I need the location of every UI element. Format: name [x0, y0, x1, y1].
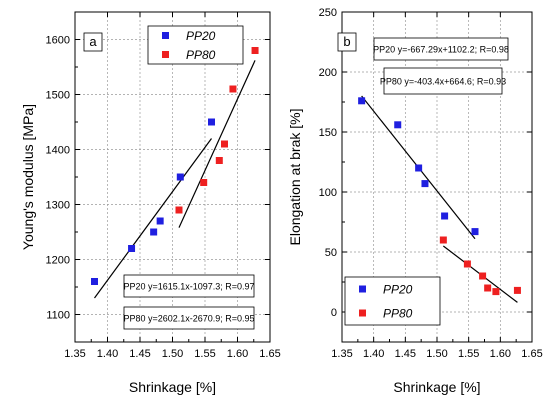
panel-a-pp80-point	[251, 47, 259, 54]
panel-a-y-tick-label: 1300	[46, 200, 70, 212]
panel-b-pp20-point	[415, 164, 423, 172]
panel-a-pp20-equation: PP20 y=1615.1x-1097.3; R=0.97	[123, 282, 254, 292]
panel-a-label-box	[83, 32, 103, 52]
panel-a-legend-label-pp80: PP80	[186, 48, 216, 62]
panel-b-y-tick-label: 50	[325, 247, 337, 259]
panel-b-x-tick-label: 1.40	[363, 348, 384, 360]
panel-b-pp80-point	[513, 286, 521, 294]
panel-b-x-tick-label: 1.35	[331, 348, 352, 360]
panel-b-pp80-point	[439, 236, 447, 244]
panel-b-pp20-point	[441, 212, 449, 220]
panel-a-pp80-point	[221, 140, 228, 148]
panel-b-y-tick-label: 0	[331, 307, 337, 319]
panel-b-legend-label-pp20: PP20	[383, 283, 413, 297]
panel-a-y-tick-label: 1400	[46, 145, 70, 157]
panel-a-x-tick-label: 1.55	[194, 348, 215, 360]
panel-a-pp80-equation-box	[123, 306, 255, 330]
panel-a-pp20-point	[150, 228, 158, 236]
panel-b-x-tick-label: 1.45	[395, 348, 416, 360]
panel-a-pp20-point	[91, 278, 98, 285]
panel-b-x-tick-label: 1.55	[458, 348, 479, 360]
panel-a-legend-marker-pp20	[162, 32, 169, 39]
panel-b-y-tick-label: 250	[319, 7, 337, 19]
panel-b-label: b	[343, 34, 350, 49]
panel-a-x-tick-label: 1.65	[259, 348, 280, 360]
panel-a-y-tick-label: 1100	[46, 310, 70, 322]
panel-b-y-tick-label: 150	[319, 127, 337, 139]
panel-b-y-tick-label: 100	[319, 187, 337, 199]
panel-a-legend: PP20 PP80	[147, 25, 244, 65]
panel-b-pp20-point	[358, 97, 366, 105]
panel-a-legend-marker-pp80	[162, 51, 169, 58]
panel-a-y-axis-label: Young's modulus [MPa]	[20, 104, 36, 250]
panel-b-pp80-point	[492, 288, 500, 296]
panel-a-pp80-fit-line	[178, 60, 256, 228]
panel-b-y-axis-label: Elongation at brak [%]	[287, 109, 303, 246]
panel-a-y-tick-label: 1500	[46, 90, 70, 102]
panel-b-legend-marker-pp80	[359, 309, 366, 317]
panel-b-grid	[342, 11, 532, 342]
panel-b-pp20-equation: PP20 y=-667.29x+1102.2; R=0.98	[373, 45, 509, 55]
panel-b-label-box	[337, 32, 357, 52]
panel-b-pp20-point	[471, 228, 479, 236]
panel-a-y-tick-label: 1600	[46, 35, 70, 47]
panel-b-legend-frame	[344, 276, 441, 326]
panel-b-pp20-point	[421, 180, 429, 188]
panel-b-x-axis-label: Shrinkage [%]	[393, 379, 480, 395]
panel-a-pp20-point	[128, 245, 136, 252]
panel-b-pp80-equation: PP80 y=-403.4x+664.6; R=0.93	[380, 77, 506, 87]
panel-a-legend-label-pp20: PP20	[186, 29, 216, 43]
panel-b-x-tick-label: 1.65	[521, 348, 542, 360]
panel-a-pp20-equation-box	[123, 274, 255, 298]
panel-a-pp20-point	[208, 118, 215, 126]
panel-a-pp80-point	[200, 179, 208, 186]
panel-a-y-tick-label: 1200	[46, 255, 70, 267]
panel-a-chart: 1.35 1.40 1.45 1.50 1.55 1.60 1.65 1100 1200 1300…	[20, 11, 281, 395]
panel-b-legend-label-pp80: PP80	[383, 307, 413, 321]
panel-a-x-tick-label: 1.50	[162, 348, 183, 360]
panel-a-pp80-point	[229, 85, 237, 93]
panel-b-chart: 1.35 1.40 1.45 1.50 1.55 1.60 1.65 0 50 100 150 200…	[287, 7, 543, 395]
panel-b-legend-marker-pp20	[359, 285, 366, 293]
panel-a-pp20-point	[176, 173, 184, 181]
panel-b-legend: PP20 PP80	[344, 276, 441, 326]
panel-a-pp20-point	[156, 217, 164, 225]
panel-a-pp20-fit-line	[94, 138, 212, 299]
panel-b-x-tick-label: 1.50	[426, 348, 447, 360]
panel-a-x-tick-label: 1.45	[129, 348, 150, 360]
panel-b-pp80-point	[463, 260, 471, 268]
panel-a-pp80-equation: PP80 y=2602.1x-2670.9; R=0.95	[123, 314, 254, 324]
panel-b-pp20-point	[394, 121, 402, 129]
panel-b-pp80-point	[479, 272, 487, 280]
panel-b-y-tick-label: 200	[319, 67, 337, 79]
panel-b-pp80-point	[484, 284, 492, 292]
panel-a-x-tick-label: 1.35	[64, 348, 85, 360]
panel-a-label: a	[89, 34, 97, 49]
panel-a-x-tick-label: 1.40	[97, 348, 118, 360]
panel-b-x-tick-label: 1.60	[490, 348, 511, 360]
panel-b-pp20-equation-box	[373, 37, 509, 61]
panel-a-pp80-point	[175, 206, 183, 214]
panel-a-x-axis-label: Shrinkage [%]	[129, 379, 216, 395]
panel-a-x-tick-label: 1.60	[227, 348, 248, 360]
panel-b-pp80-equation-box	[383, 67, 503, 95]
panel-a-pp80-point	[215, 157, 223, 164]
